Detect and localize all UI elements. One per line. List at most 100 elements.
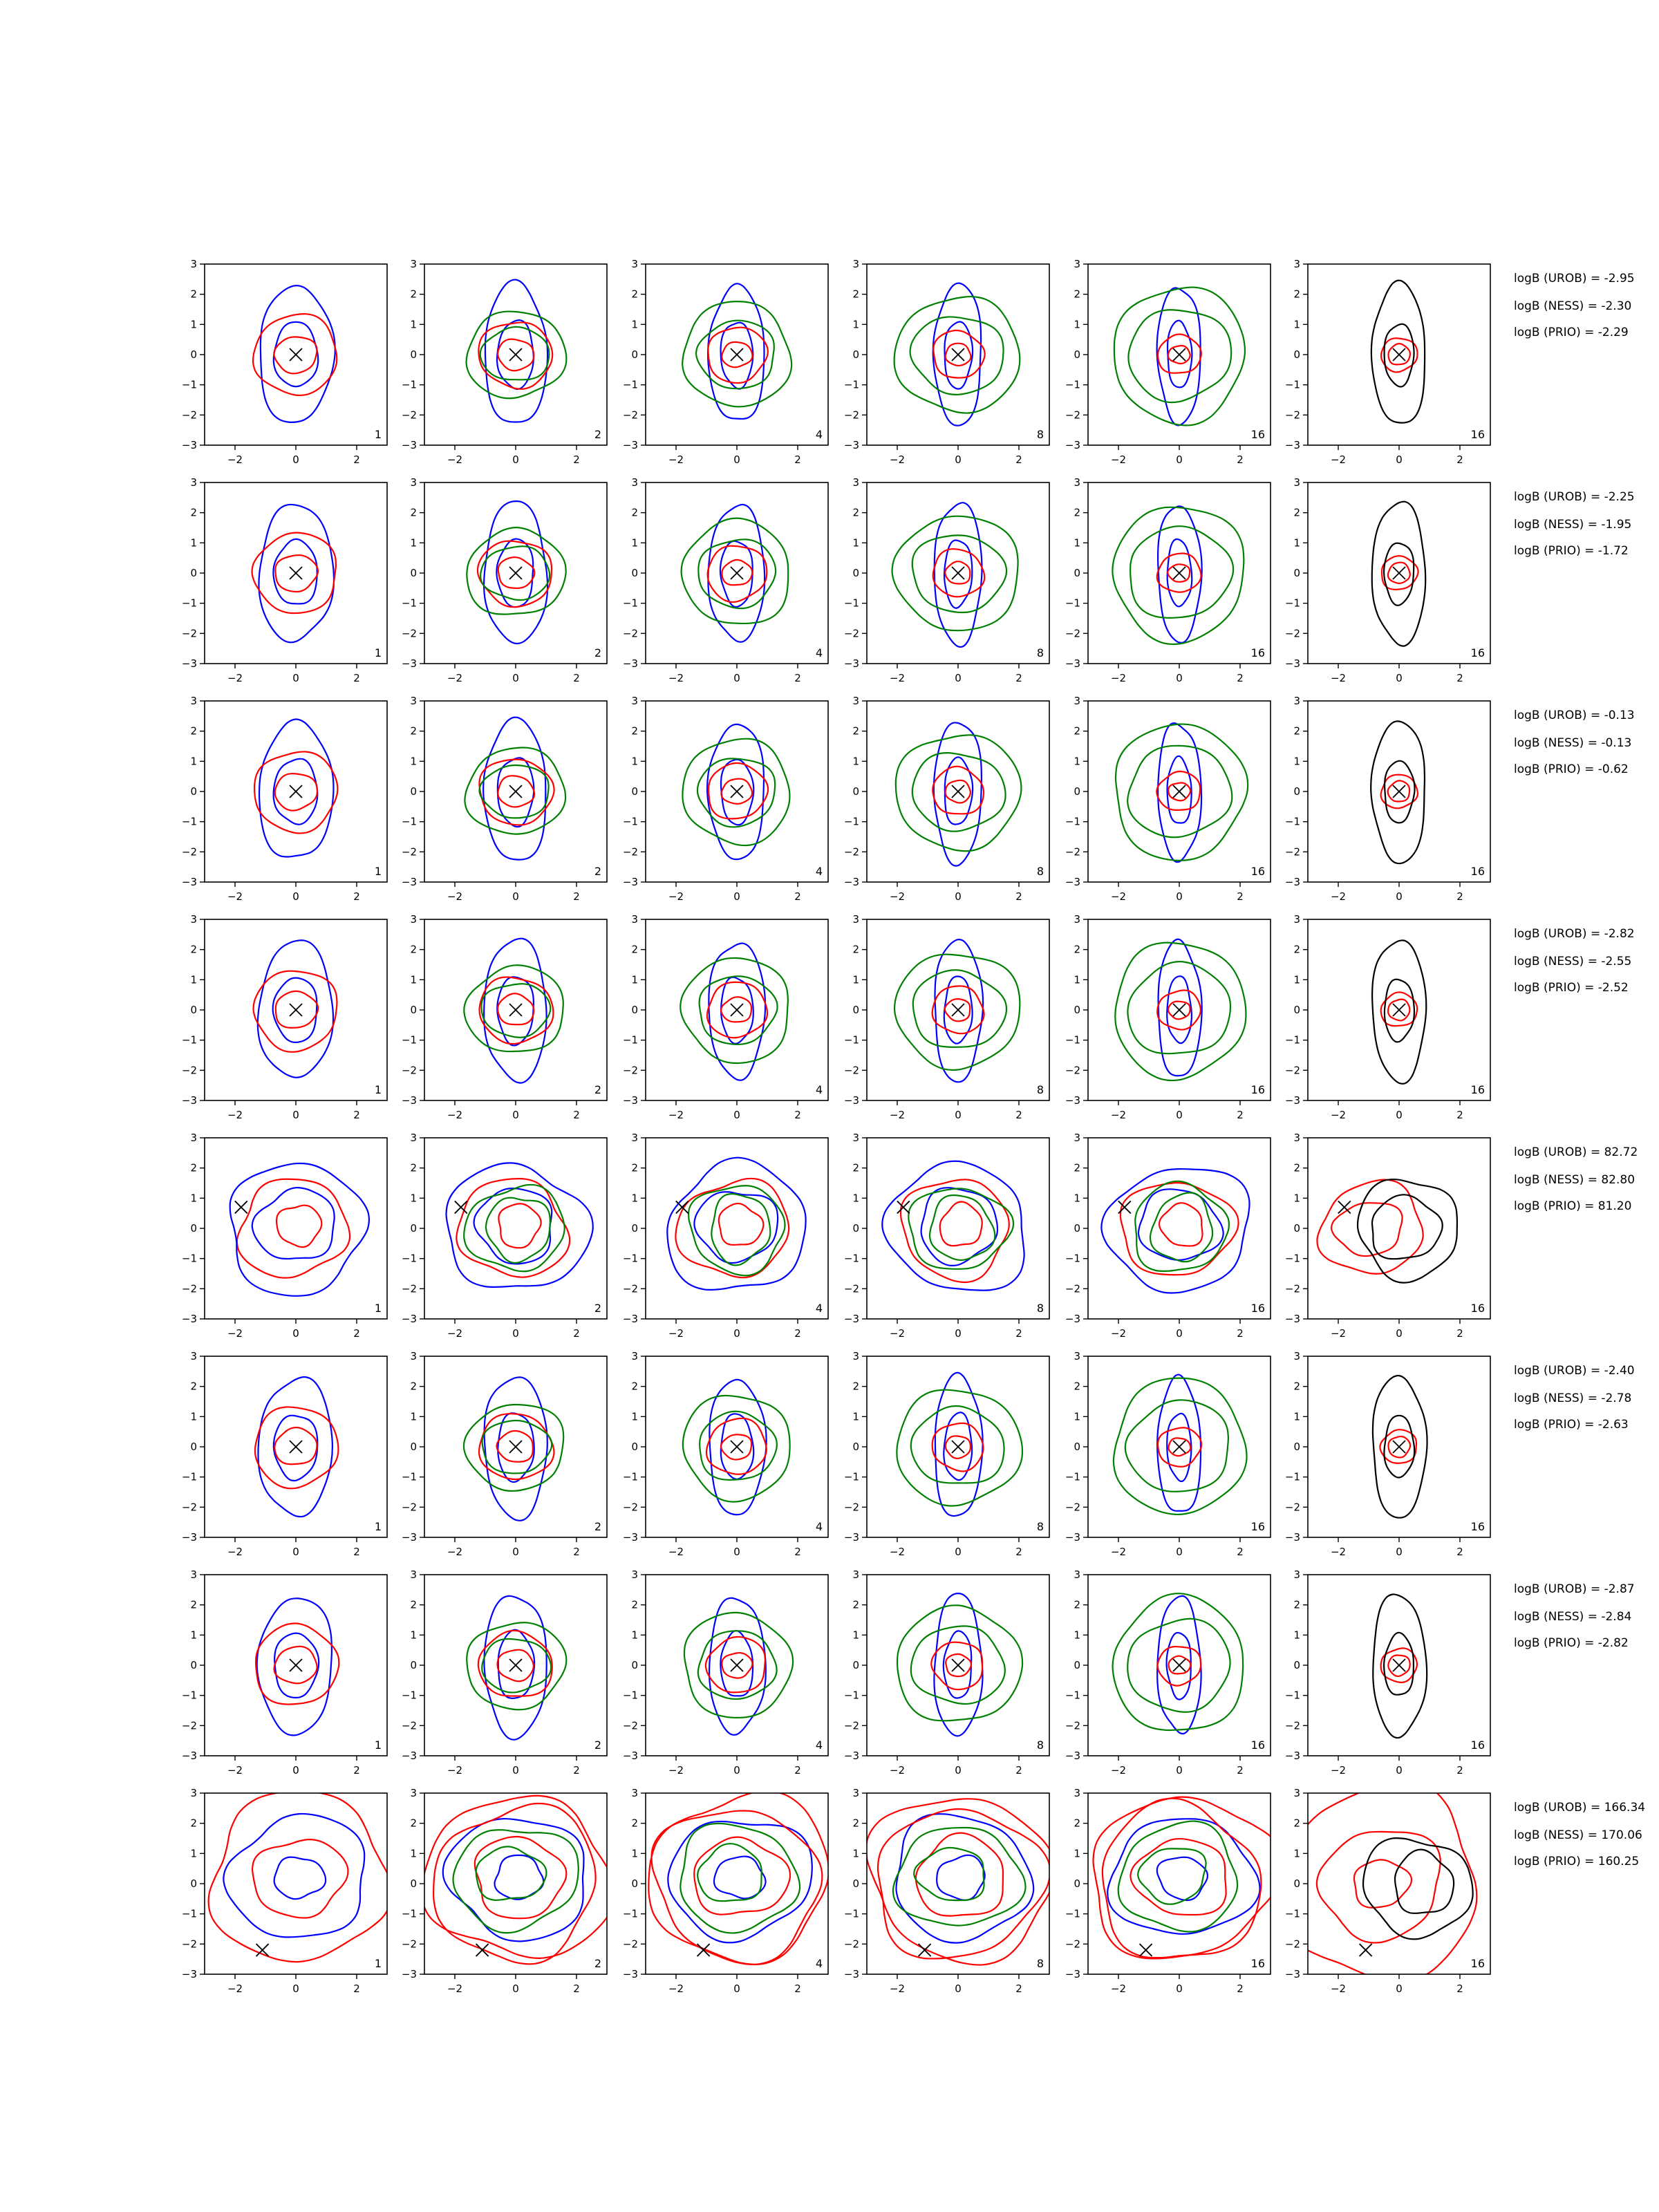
y-tick-label: 0 (1293, 1659, 1300, 1671)
red-contour (478, 1413, 555, 1481)
blue-contour (256, 939, 335, 1078)
y-tick-label: 0 (631, 785, 638, 798)
panel-r4-c4: −2 0 2 −3 −2 −1 0 1 2 3 8 (844, 913, 1050, 1121)
black-contour (1362, 1837, 1474, 1940)
blue-contour (942, 1630, 973, 1699)
x-tick-label: −2 (890, 1109, 905, 1121)
panel-r3-c6: −2 0 2 −3 −2 −1 0 1 2 3 16 (1285, 695, 1491, 903)
panel-r8-c4: −2 0 2 −3 −2 −1 0 1 2 3 8 (844, 1787, 1050, 1995)
x-marker (730, 348, 744, 362)
contour-group (867, 1798, 1049, 1966)
y-tick-label: −2 (844, 409, 859, 421)
blue-contour (708, 1597, 767, 1736)
y-tick-label: −1 (182, 1689, 197, 1702)
contour-group (1114, 938, 1247, 1082)
contour-group (881, 1160, 1025, 1291)
y-tick-label: −1 (844, 1689, 859, 1702)
blue-contour (713, 1855, 767, 1900)
panel-r8-c3: −2 0 2 −3 −2 −1 0 1 2 3 4 (623, 1787, 829, 1995)
green-contour (910, 1405, 1005, 1484)
x-tick-label: −2 (227, 890, 243, 903)
logb-annotation: logB (NESS) = 170.06 (1514, 1828, 1642, 1842)
x-tick-label: −2 (668, 1546, 684, 1558)
y-tick-label: −3 (1065, 1968, 1080, 1980)
y-tick-label: −2 (623, 1501, 638, 1513)
red-contour (1380, 554, 1419, 590)
y-tick-label: 2 (1293, 944, 1300, 956)
y-tick-label: −1 (623, 1908, 638, 1920)
x-marker (1392, 1003, 1406, 1017)
y-tick-label: 2 (190, 725, 197, 738)
blue-contour (483, 1595, 547, 1741)
y-tick-label: 3 (1293, 1132, 1300, 1144)
y-tick-label: 0 (852, 1659, 859, 1671)
x-tick-label: 0 (733, 1546, 740, 1558)
blue-contour (936, 1854, 986, 1901)
x-tick-label: 0 (955, 1327, 962, 1340)
panel-label: 4 (816, 1083, 823, 1096)
logb-annotation: logB (UROB) = -2.95 (1514, 272, 1635, 285)
x-marker (509, 566, 523, 580)
panel-r2-c6: −2 0 2 −3 −2 −1 0 1 2 3 16 (1285, 476, 1491, 684)
contour-group (424, 1794, 607, 1965)
x-tick-label: 2 (1456, 1109, 1463, 1121)
panel-r2-c1: −2 0 2 −3 −2 −1 0 1 2 3 1 (182, 476, 388, 684)
y-tick-label: 1 (1074, 1410, 1080, 1423)
x-tick-label: 2 (573, 453, 580, 466)
panel-label: 16 (1471, 1083, 1485, 1096)
green-contour (1112, 506, 1245, 646)
y-tick-label: 2 (190, 1380, 197, 1393)
y-tick-label: 1 (190, 318, 197, 330)
y-tick-label: −3 (182, 876, 197, 888)
x-tick-label: 2 (1015, 672, 1022, 684)
y-tick-label: 1 (631, 318, 638, 330)
y-tick-label: −3 (182, 1094, 197, 1107)
contour-group (1372, 1593, 1428, 1739)
panel-r3-c4: −2 0 2 −3 −2 −1 0 1 2 3 8 (844, 695, 1050, 903)
contour-group (466, 1595, 568, 1741)
y-tick-label: −1 (182, 1034, 197, 1047)
y-tick-label: −1 (402, 816, 417, 828)
blue-contour (258, 503, 335, 644)
y-tick-label: −3 (623, 1750, 638, 1762)
panel-label: 16 (1471, 1302, 1485, 1315)
blue-contour (932, 282, 982, 427)
y-tick-label: 3 (410, 1350, 417, 1362)
y-tick-label: −1 (844, 597, 859, 610)
red-contour (675, 1177, 790, 1279)
contour-group (1370, 720, 1426, 865)
x-marker (475, 1943, 489, 1957)
x-tick-label: 2 (794, 453, 801, 466)
y-tick-label: 1 (852, 1629, 859, 1641)
green-contour (1127, 1618, 1231, 1713)
y-tick-label: 2 (1074, 1162, 1080, 1174)
x-tick-label: 0 (733, 453, 740, 466)
y-tick-label: 1 (852, 1192, 859, 1204)
y-tick-label: −2 (1065, 1938, 1080, 1950)
y-tick-label: −2 (182, 1282, 197, 1295)
blue-contour (706, 723, 765, 861)
x-tick-label: 0 (1396, 453, 1403, 466)
green-contour (1127, 960, 1232, 1055)
x-tick-label: 2 (1015, 1327, 1022, 1340)
panel-r5-c2: −2 0 2 −3 −2 −1 0 1 2 3 2 (402, 1132, 608, 1340)
panel-r3-c3: −2 0 2 −3 −2 −1 0 1 2 3 4 (623, 695, 829, 903)
y-tick-label: −1 (623, 1471, 638, 1483)
y-tick-label: 3 (631, 913, 638, 926)
y-tick-label: 0 (410, 1441, 417, 1453)
red-contour (1156, 1427, 1203, 1468)
y-tick-label: −3 (844, 1313, 859, 1325)
x-tick-label: −2 (447, 1546, 462, 1558)
red-contour (496, 993, 535, 1026)
x-tick-label: 2 (353, 1327, 360, 1340)
contour-group (682, 283, 793, 420)
green-contour (463, 1183, 565, 1273)
panel-label: 16 (1471, 646, 1485, 659)
y-tick-label: −1 (402, 1253, 417, 1265)
y-tick-label: −3 (844, 657, 859, 670)
x-tick-label: 0 (955, 453, 962, 466)
red-contour (944, 1435, 972, 1459)
x-tick-label: 0 (292, 1109, 299, 1121)
y-tick-label: −2 (844, 1282, 859, 1295)
x-tick-label: 2 (1015, 1109, 1022, 1121)
